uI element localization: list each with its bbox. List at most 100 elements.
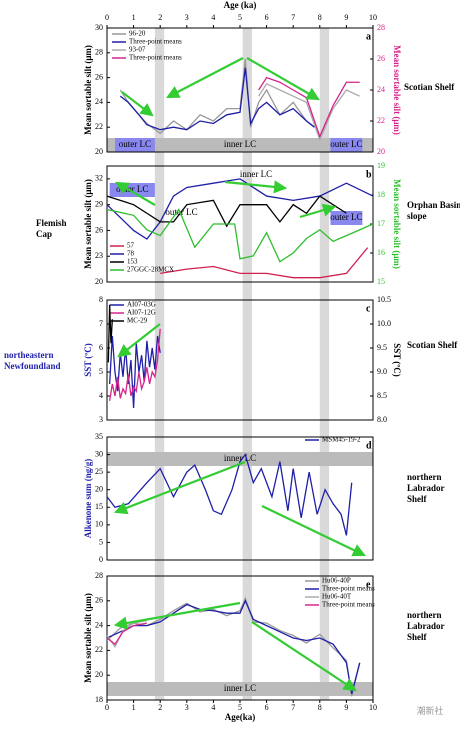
y-tick-label: 3 <box>99 415 103 424</box>
y-tick-label: 7 <box>99 319 103 328</box>
annotation-label: outer LC <box>119 139 151 149</box>
side-label: Scotian Shelf <box>404 82 455 92</box>
y-axis-title: Alkenone sum (ng/g) <box>83 459 93 539</box>
y-tick-label: 28 <box>95 48 103 57</box>
series-line <box>106 620 148 648</box>
left-label: Flemish Cap <box>36 218 67 239</box>
y-tick-label: 22 <box>95 645 103 654</box>
legend-label: 93-07 <box>129 46 146 54</box>
legend-label: 153 <box>127 258 138 266</box>
y-tick-label: 5 <box>99 367 103 376</box>
side-label: northern Labrador Shelf <box>407 472 445 504</box>
y-axis-title: SST (ºC) <box>83 343 93 377</box>
legend-label: Three-point means <box>322 585 375 593</box>
annotation-box <box>330 138 363 152</box>
panel-letter: d <box>366 440 372 451</box>
arrow <box>117 323 161 358</box>
top-axis-title: Age (ka) <box>224 0 257 10</box>
x-tick-label: 4 <box>211 703 215 712</box>
top-tick-label: 0 <box>105 13 109 22</box>
annotation-box <box>114 138 155 152</box>
legend-label: AI07-12G <box>127 309 156 317</box>
y-tick-label: 8 <box>99 295 103 304</box>
shaded-band <box>319 28 330 700</box>
y2-axis-title: Mean sortable silt (μm) <box>392 45 402 135</box>
y-axis-title: Mean sortable silt (μm) <box>83 593 93 683</box>
legend-label: AI07-03G <box>127 301 156 309</box>
left-label: northeastern Newfoundland <box>4 350 61 371</box>
arrow <box>113 460 246 515</box>
y-axis-title: Mean sortable silt (μm) <box>83 45 93 135</box>
y2-axis-title: Mean sortable silt (μm) <box>392 179 402 269</box>
top-tick-label: 7 <box>291 13 295 22</box>
x-tick-label: 1 <box>132 703 136 712</box>
y2-tick-label: 10.5 <box>377 295 391 304</box>
y-tick-label: 5 <box>99 537 103 546</box>
series-line <box>106 195 347 228</box>
y-tick-label: 0 <box>99 555 103 564</box>
side-label: northern Labrador Shelf <box>407 610 445 642</box>
series-line <box>119 67 315 131</box>
y2-axis-title: SST (ºC) <box>392 343 402 377</box>
arrow <box>299 203 337 219</box>
top-tick-label: 1 <box>132 13 136 22</box>
legend-label: Hu06-40P <box>322 577 351 585</box>
x-axis-title: Age(ka) <box>225 712 256 722</box>
y2-tick-label: 8.0 <box>377 415 387 424</box>
plot-frame <box>106 27 374 153</box>
legend-label: 78 <box>127 250 135 258</box>
y2-tick-label: 22 <box>377 116 385 125</box>
y2-tick-label: 15 <box>377 277 385 286</box>
y2-tick-label: 26 <box>377 54 385 63</box>
y2-tick-label: 16 <box>377 248 385 257</box>
shaded-band <box>242 28 252 700</box>
annotation-box <box>330 211 363 225</box>
y2-tick-label: 19 <box>377 161 385 170</box>
series-line <box>109 328 161 401</box>
top-tick-label: 5 <box>238 13 242 22</box>
watermark: 潮新社 <box>416 705 443 716</box>
x-tick-label: 0 <box>105 703 109 712</box>
panel-letter: b <box>366 169 372 180</box>
plot-frame <box>106 299 374 421</box>
annotation-band <box>107 138 373 152</box>
arrow <box>166 57 244 99</box>
panel-letter: a <box>366 31 371 42</box>
series-line <box>107 304 113 363</box>
y-tick-label: 22 <box>95 122 103 131</box>
y-tick-label: 32 <box>95 174 103 183</box>
plot-frame <box>106 436 374 561</box>
x-tick-label: 8 <box>318 703 322 712</box>
legend-label: Hu06-40T <box>322 593 352 601</box>
y-tick-label: 24 <box>95 97 103 106</box>
legend-label: MC-29 <box>127 317 148 325</box>
top-tick-label: 6 <box>265 13 269 22</box>
y-tick-label: 18 <box>95 695 103 704</box>
x-tick-label: 5 <box>238 703 242 712</box>
y2-tick-label: 28 <box>377 23 385 32</box>
series-line <box>258 82 360 142</box>
y-tick-label: 20 <box>95 277 103 286</box>
y-tick-label: 15 <box>95 502 103 511</box>
annotation-label: outer LC <box>330 139 362 149</box>
top-tick-label: 4 <box>211 13 215 22</box>
annotation-label: inner LC <box>224 453 256 463</box>
y-tick-label: 30 <box>95 449 103 458</box>
y-tick-label: 25 <box>95 467 103 476</box>
annotation-box <box>107 452 373 466</box>
top-tick-label: 3 <box>185 13 189 22</box>
arrow <box>113 601 241 630</box>
legend-label: MSM45-19-2 <box>322 436 361 444</box>
x-tick-label: 3 <box>185 703 189 712</box>
series-line <box>106 599 361 694</box>
legend-label: 57 <box>127 242 135 250</box>
x-tick-label: 6 <box>265 703 269 712</box>
panel-letter: e <box>366 579 371 590</box>
y-tick-label: 20 <box>95 670 103 679</box>
y2-tick-label: 8.5 <box>377 391 387 400</box>
top-tick-label: 10 <box>369 13 377 22</box>
top-tick-label: 2 <box>158 13 162 22</box>
y2-tick-label: 20 <box>377 147 385 156</box>
